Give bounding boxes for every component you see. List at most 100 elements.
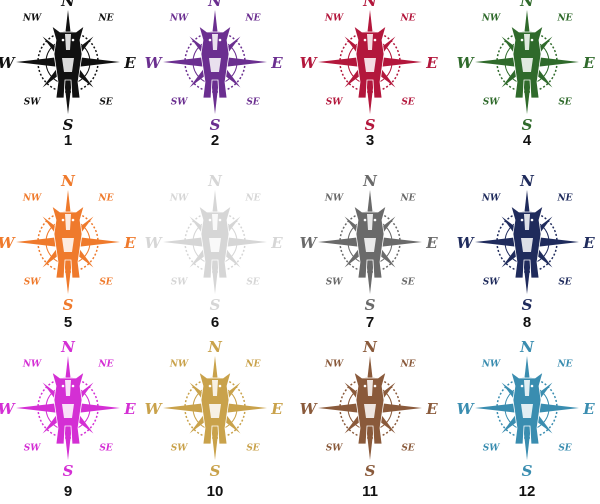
compass-letter: SW — [24, 278, 41, 288]
compass-letter: W — [457, 400, 476, 418]
compass-letter: N — [519, 172, 535, 190]
dog-markings — [209, 34, 221, 72]
dog-eye — [71, 384, 75, 388]
compass-letter: E — [123, 54, 136, 72]
compass-letter: SW — [326, 278, 343, 288]
color-number: 6 — [211, 314, 219, 331]
dog-eye — [373, 218, 377, 222]
dog-eye — [530, 218, 534, 222]
compass-letter: NW — [481, 194, 501, 204]
compass-letter: NW — [22, 14, 42, 24]
dog-eye — [61, 218, 65, 222]
color-number: 11 — [362, 483, 378, 500]
compass-letter: N — [362, 172, 378, 190]
compass-letter: E — [270, 54, 283, 72]
color-number: 7 — [366, 314, 374, 331]
dog-eye — [61, 384, 65, 388]
compass-letter: W — [457, 234, 476, 252]
dog-eye — [61, 38, 65, 42]
color-number: 5 — [64, 314, 72, 331]
compass-letter: N — [60, 172, 76, 190]
dog-eye — [373, 38, 377, 42]
compass-letter: SW — [171, 278, 188, 288]
dog-eye — [530, 384, 534, 388]
compass-letter: NE — [556, 194, 572, 204]
compass-letter: E — [123, 400, 136, 418]
compass-letter: S — [63, 462, 74, 480]
compass-letter: S — [365, 116, 376, 134]
compass-letter: SW — [483, 444, 500, 454]
color-number: 9 — [64, 483, 72, 500]
color-number: 4 — [523, 132, 532, 149]
compass-letter: S — [210, 116, 221, 134]
dog-eye — [520, 38, 524, 42]
color-number: 8 — [523, 314, 531, 331]
dog-eye — [363, 384, 367, 388]
compass-letter: N — [207, 0, 223, 10]
compass-letter: NW — [22, 360, 42, 370]
dog-eye — [208, 38, 212, 42]
dog-markings — [62, 380, 74, 418]
compass-letter: S — [63, 296, 74, 314]
compass-letter: NE — [556, 14, 572, 24]
dog-eye — [71, 38, 75, 42]
compass-letter: NW — [169, 360, 189, 370]
compass-letter: NE — [556, 360, 572, 370]
compass-letter: SW — [326, 98, 343, 108]
dog-markings — [364, 380, 376, 418]
dog-markings — [209, 214, 221, 252]
compass-letter: SE — [246, 278, 259, 288]
compass-letter: W — [300, 54, 319, 72]
compass-letter: W — [457, 54, 476, 72]
compass-letter: W — [300, 400, 319, 418]
dog-markings — [521, 214, 533, 252]
compass-letter: NE — [399, 360, 415, 370]
compass-letter: NE — [399, 194, 415, 204]
dog-markings — [209, 380, 221, 418]
compass-letter: SE — [246, 98, 259, 108]
compass-letter: NW — [169, 194, 189, 204]
compass-letter: E — [582, 400, 595, 418]
compass-letter: E — [582, 54, 595, 72]
compass-letter: S — [63, 116, 74, 134]
compass-letter: W — [145, 400, 164, 418]
compass-letter: E — [270, 234, 283, 252]
compass-letter: SE — [99, 278, 112, 288]
compass-letter: N — [362, 0, 378, 10]
compass-letter: NW — [324, 194, 344, 204]
compass-letter: W — [0, 54, 17, 72]
compass-letter: SW — [24, 444, 41, 454]
compass-letter: NE — [97, 194, 113, 204]
color-number: 1 — [64, 132, 72, 149]
dog-eye — [218, 38, 222, 42]
dog-eye — [218, 218, 222, 222]
compass-letter: SW — [483, 98, 500, 108]
compass-letter: NE — [244, 14, 260, 24]
dog-markings — [521, 34, 533, 72]
compass-letter: S — [365, 296, 376, 314]
dog-eye — [363, 218, 367, 222]
compass-letter: S — [210, 296, 221, 314]
compass-letter: SE — [246, 444, 259, 454]
dog-eye — [530, 38, 534, 42]
compass-letter: E — [123, 234, 136, 252]
compass-letter: E — [425, 234, 438, 252]
compass-letter: NW — [481, 14, 501, 24]
compass-letter: SE — [558, 444, 571, 454]
compass-letter: S — [210, 462, 221, 480]
dog-eye — [218, 384, 222, 388]
compass-letter: S — [522, 296, 533, 314]
compass-letter: N — [519, 0, 535, 10]
compass-letter: SW — [24, 98, 41, 108]
compass-letter: E — [425, 54, 438, 72]
compass-letter: NW — [324, 360, 344, 370]
compass-letter: W — [145, 234, 164, 252]
compass-letter: N — [362, 338, 378, 356]
